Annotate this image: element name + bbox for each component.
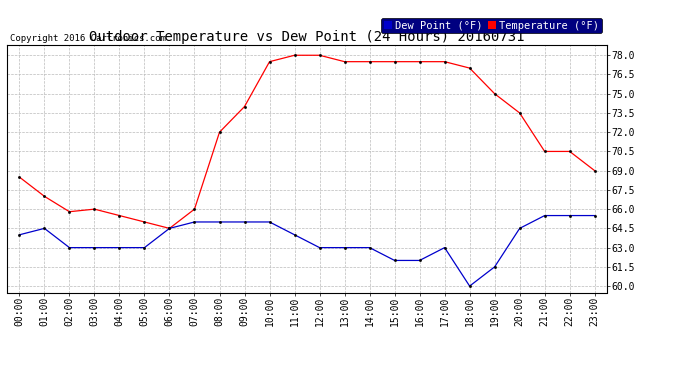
Title: Outdoor Temperature vs Dew Point (24 Hours) 20160731: Outdoor Temperature vs Dew Point (24 Hou…	[89, 30, 525, 44]
Legend: Dew Point (°F), Temperature (°F): Dew Point (°F), Temperature (°F)	[381, 18, 602, 33]
Text: Copyright 2016 Cartronics.com: Copyright 2016 Cartronics.com	[10, 33, 166, 42]
